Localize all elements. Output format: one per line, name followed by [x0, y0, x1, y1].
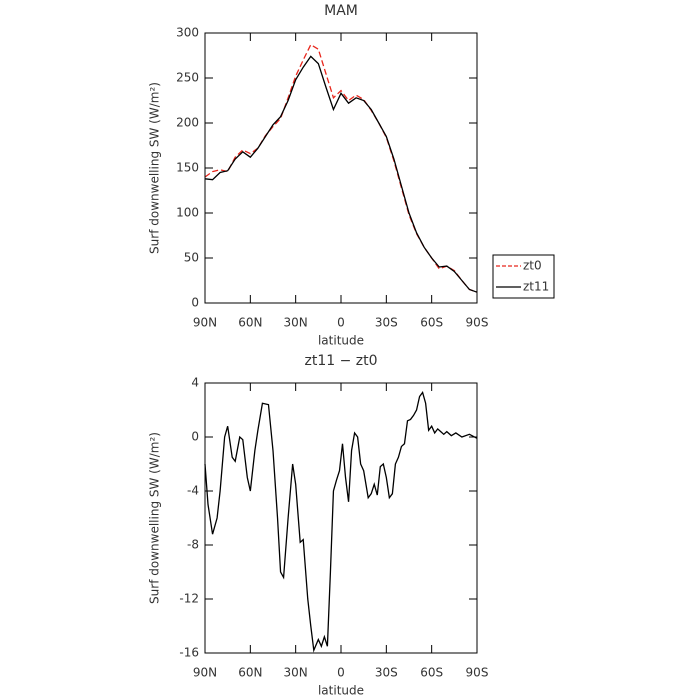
x-tick-label: 90N [193, 666, 217, 680]
x-tick-label: 30S [375, 316, 398, 330]
x-tick-label: 90N [193, 316, 217, 330]
x-axis-label: latitude [318, 334, 364, 348]
x-tick-label: 30S [375, 666, 398, 680]
x-tick-label: 0 [337, 316, 345, 330]
x-tick-label: 60S [420, 316, 443, 330]
y-tick-label: 150 [176, 161, 199, 175]
chart-title: MAM [324, 3, 358, 19]
y-tick-label: -16 [179, 646, 199, 660]
y-tick-label: 0 [191, 430, 199, 444]
y-tick-label: 4 [191, 376, 199, 390]
y-tick-label: 100 [176, 206, 199, 220]
y-tick-label: 50 [184, 251, 199, 265]
y-tick-label: 250 [176, 71, 199, 85]
y-tick-label: -4 [187, 484, 199, 498]
y-tick-label: -8 [187, 538, 199, 552]
series-line [204, 55, 478, 293]
y-axis-label: Surf downwelling SW (W/m²) [148, 432, 162, 604]
legend-label: zt0 [523, 259, 542, 273]
plot-frame [204, 382, 478, 654]
plot-frame [204, 32, 478, 304]
x-tick-label: 30N [284, 666, 308, 680]
x-tick-label: 90S [466, 316, 489, 330]
y-tick-label: -12 [179, 592, 199, 606]
x-tick-label: 60N [238, 666, 262, 680]
x-tick-label: 60N [238, 316, 262, 330]
y-tick-label: 300 [176, 26, 199, 40]
y-tick-label: 0 [191, 296, 199, 310]
x-axis-label: latitude [318, 684, 364, 698]
legend-box [492, 254, 555, 299]
y-axis-label: Surf downwelling SW (W/m²) [148, 82, 162, 254]
x-tick-label: 90S [466, 666, 489, 680]
difference-line [204, 391, 478, 653]
x-tick-label: 60S [420, 666, 443, 680]
x-tick-label: 0 [337, 666, 345, 680]
legend-label: zt11 [523, 280, 549, 294]
x-tick-label: 30N [284, 316, 308, 330]
chart-title: zt11 − zt0 [304, 353, 377, 369]
y-tick-label: 200 [176, 116, 199, 130]
series-line [204, 43, 478, 293]
